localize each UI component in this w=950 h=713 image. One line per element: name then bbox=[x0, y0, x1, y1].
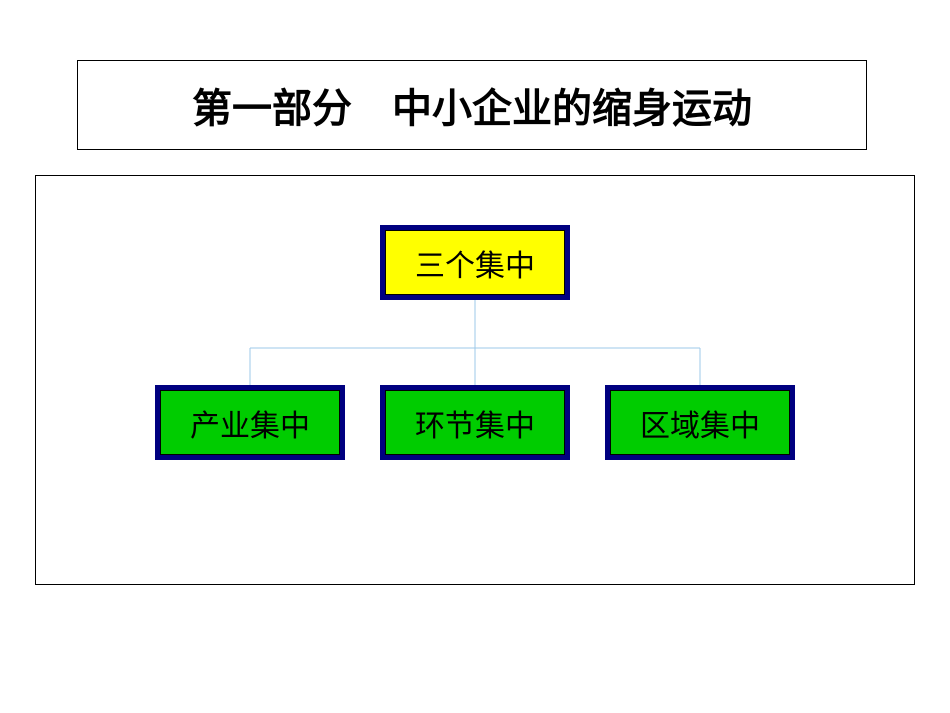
title-box: 第一部分 中小企业的缩身运动 bbox=[77, 60, 867, 150]
diagram-child-label: 环节集中 bbox=[415, 401, 535, 445]
diagram-child-node-1: 环节集中 bbox=[380, 385, 570, 460]
page: 第一部分 中小企业的缩身运动 三个集中 产业集中 环节集中 区域集中 bbox=[0, 0, 950, 713]
diagram-child-label: 区域集中 bbox=[640, 401, 760, 445]
diagram-child-node-2: 区域集中 bbox=[605, 385, 795, 460]
diagram-root-label: 三个集中 bbox=[415, 241, 535, 285]
diagram-root-node: 三个集中 bbox=[380, 225, 570, 300]
diagram-child-label: 产业集中 bbox=[190, 401, 310, 445]
title-text: 第一部分 中小企业的缩身运动 bbox=[192, 76, 752, 134]
diagram-child-node-0: 产业集中 bbox=[155, 385, 345, 460]
